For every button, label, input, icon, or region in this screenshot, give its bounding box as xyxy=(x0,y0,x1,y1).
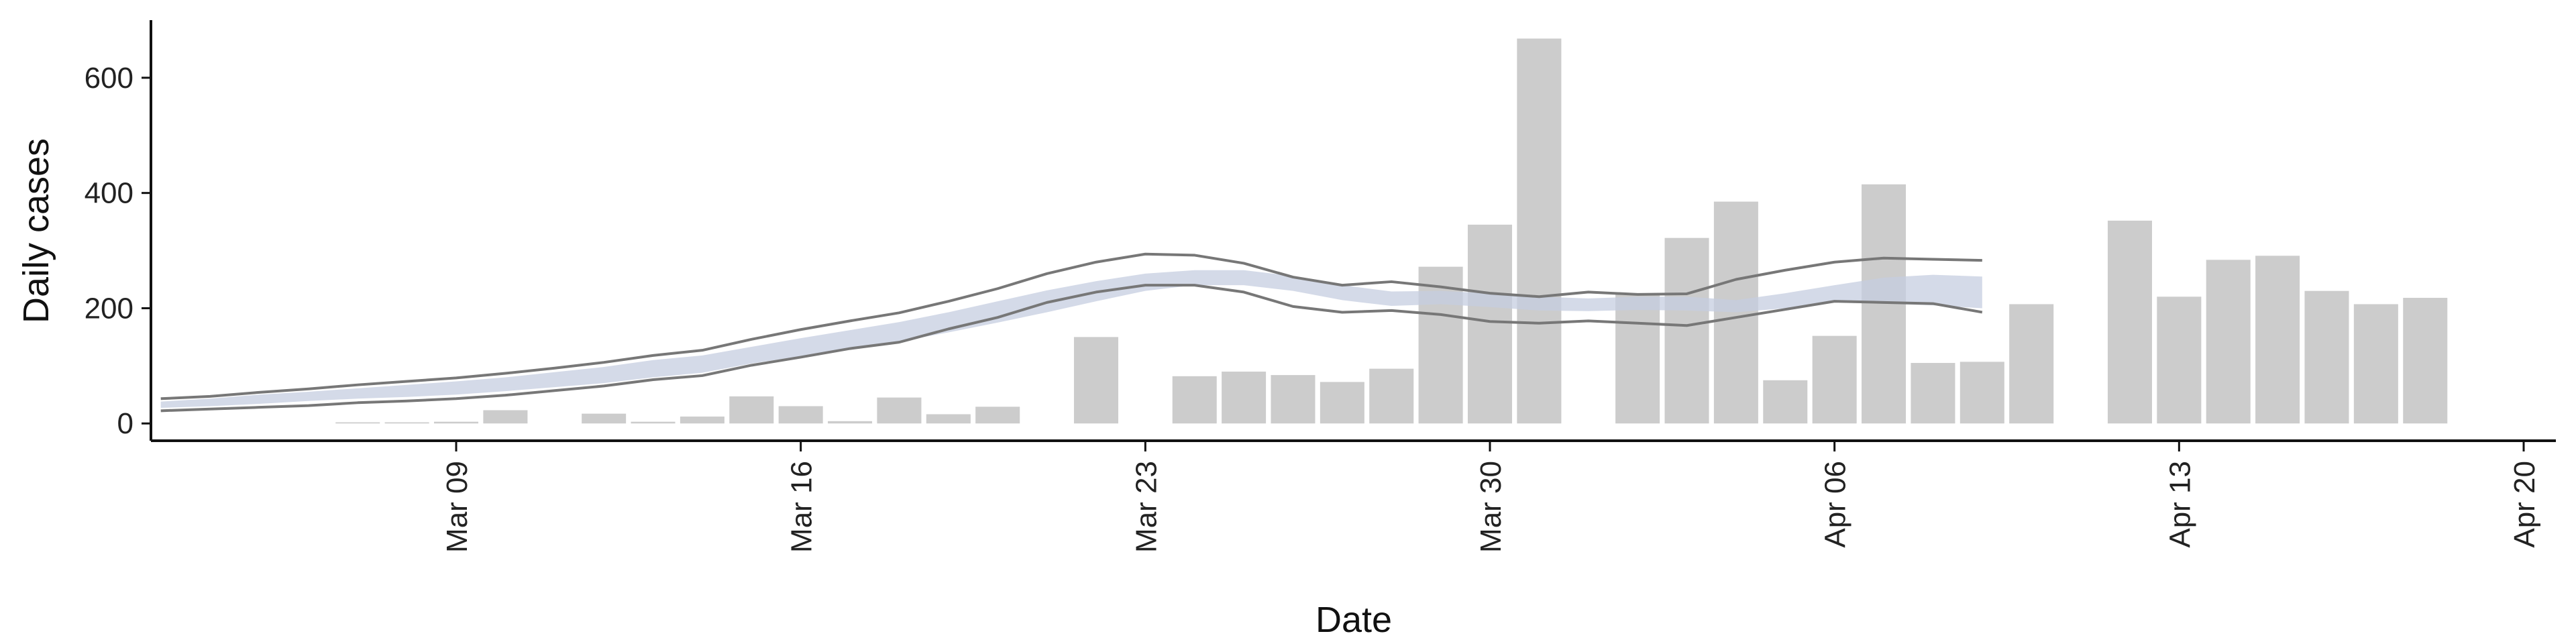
bar-2020-04-04 xyxy=(1713,201,1758,424)
x-tick-label-2020-04-06: Apr 06 xyxy=(1819,461,1852,548)
bar-2020-03-09 xyxy=(433,421,479,424)
x-axis-title: Date xyxy=(1316,600,1392,640)
x-tick-label-2020-03-23: Mar 23 xyxy=(1130,461,1163,553)
axes-layer: 0 200 400 600 Mar 09 Mar 16 Mar 23 Mar 30 Apr 06… xyxy=(85,20,2556,553)
bar-2020-03-08 xyxy=(384,422,429,424)
bar-2020-03-26 xyxy=(1271,375,1316,424)
bar-2020-03-07 xyxy=(335,422,380,424)
bar-2020-03-30 xyxy=(1467,224,1513,424)
bar-2020-04-15 xyxy=(2255,256,2300,424)
bar-2020-04-17 xyxy=(2353,304,2398,424)
x-tick-label-2020-04-20: Apr 20 xyxy=(2508,461,2541,548)
bar-2020-03-12 xyxy=(582,413,627,424)
bar-2020-03-24 xyxy=(1172,376,1217,424)
y-tick-label-0: 0 xyxy=(117,407,133,440)
bar-2020-04-14 xyxy=(2206,260,2251,424)
x-tick-label-2020-04-13: Apr 13 xyxy=(2163,461,2196,548)
bar-2020-04-09 xyxy=(1960,362,2004,424)
bar-2020-04-05 xyxy=(1763,380,1808,424)
bar-2020-03-15 xyxy=(729,396,774,424)
x-tick-label-2020-03-30: Mar 30 xyxy=(1474,461,1507,553)
bar-2020-04-13 xyxy=(2157,297,2202,424)
bar-2020-04-08 xyxy=(1911,363,1955,424)
bar-2020-03-14 xyxy=(680,416,724,424)
bar-2020-03-22 xyxy=(1073,337,1118,424)
bar-2020-03-27 xyxy=(1320,382,1364,424)
x-tick-label-2020-03-16: Mar 16 xyxy=(786,461,818,553)
band-layer xyxy=(160,270,1982,409)
bar-2020-03-18 xyxy=(877,397,922,424)
bar-2020-04-03 xyxy=(1664,237,1709,424)
bar-2020-03-19 xyxy=(926,414,971,424)
y-tick-label-200: 200 xyxy=(85,292,133,325)
bar-2020-04-16 xyxy=(2304,290,2349,424)
x-tick-label-2020-03-09: Mar 09 xyxy=(441,461,474,553)
bar-2020-04-10 xyxy=(2009,304,2054,424)
lines-layer xyxy=(160,252,1983,413)
bar-2020-03-17 xyxy=(828,421,873,424)
bar-2020-03-16 xyxy=(778,406,823,424)
bar-2020-03-28 xyxy=(1369,368,1414,424)
bound-line-2 xyxy=(160,284,1983,413)
bar-2020-03-31 xyxy=(1517,38,1562,424)
bar-2020-03-20 xyxy=(975,407,1020,424)
bar-2020-04-02 xyxy=(1615,293,1660,424)
bar-2020-04-18 xyxy=(2403,297,2448,424)
bar-2020-03-13 xyxy=(631,421,676,424)
y-axis-title: Daily cases xyxy=(16,138,56,323)
bar-2020-04-06 xyxy=(1812,335,1857,424)
bar-2020-03-25 xyxy=(1222,371,1267,424)
uncertainty-band xyxy=(160,270,1982,409)
bar-2020-04-12 xyxy=(2107,220,2152,424)
bar-2020-03-10 xyxy=(483,410,528,424)
bars-layer xyxy=(335,38,2448,424)
y-tick-label-600: 600 xyxy=(85,62,133,95)
y-tick-label-400: 400 xyxy=(85,177,133,210)
bound-line-1 xyxy=(160,252,1982,400)
